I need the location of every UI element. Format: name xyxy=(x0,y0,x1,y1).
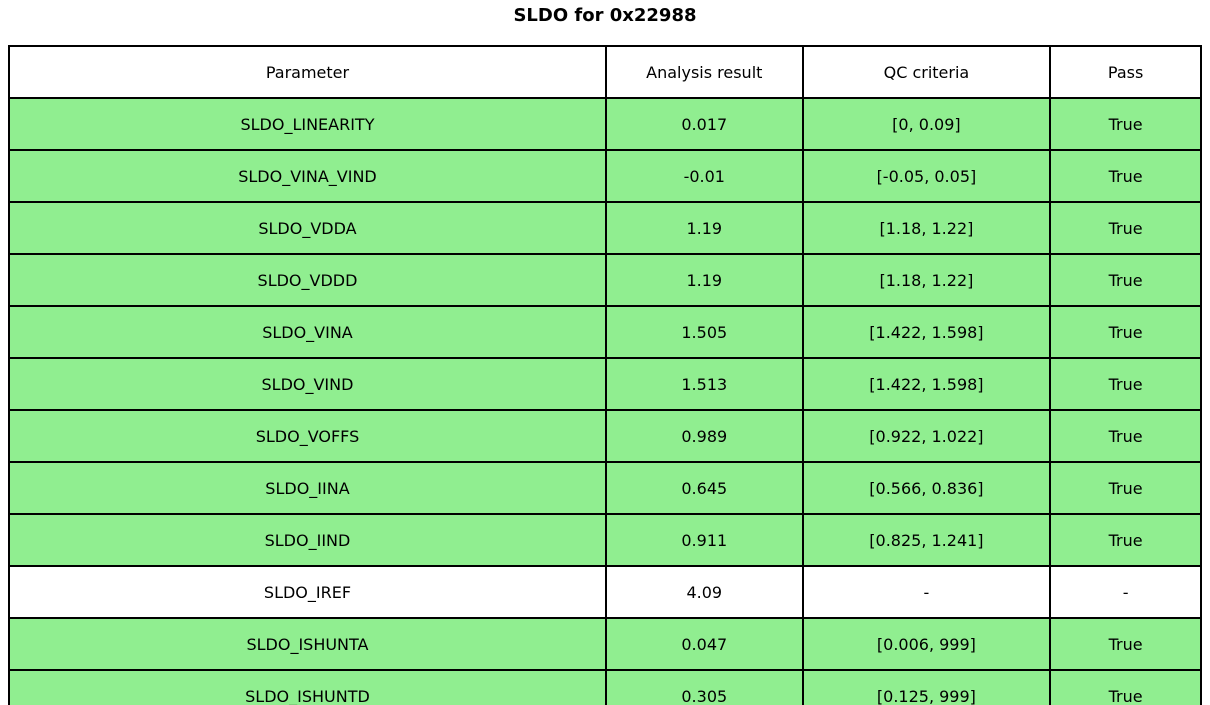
table-row: SLDO_VDDD 1.19 [1.18, 1.22] True xyxy=(8,253,1202,307)
cell-parameter: SLDO_IINA xyxy=(8,461,607,515)
cell-qc-criteria: - xyxy=(801,565,1052,619)
cell-parameter: SLDO_LINEARITY xyxy=(8,97,607,151)
cell-pass: True xyxy=(1049,201,1202,255)
cell-parameter: SLDO_IIND xyxy=(8,513,607,567)
table-row: SLDO_LINEARITY 0.017 [0, 0.09] True xyxy=(8,97,1202,151)
header-pass: Pass xyxy=(1049,45,1202,99)
cell-pass: True xyxy=(1049,461,1202,515)
cell-qc-criteria: [0.006, 999] xyxy=(801,617,1052,671)
cell-pass: True xyxy=(1049,409,1202,463)
cell-qc-criteria: [0.825, 1.241] xyxy=(801,513,1052,567)
cell-analysis-result: 4.09 xyxy=(604,565,804,619)
header-qc-criteria: QC criteria xyxy=(801,45,1052,99)
cell-analysis-result: 1.513 xyxy=(604,357,804,411)
cell-parameter: SLDO_ISHUNTD xyxy=(8,669,607,705)
table-row: SLDO_VOFFS 0.989 [0.922, 1.022] True xyxy=(8,409,1202,463)
header-row: Parameter Analysis result QC criteria Pa… xyxy=(8,45,1202,99)
cell-analysis-result: 1.19 xyxy=(604,253,804,307)
cell-parameter: SLDO_IREF xyxy=(8,565,607,619)
cell-pass: True xyxy=(1049,305,1202,359)
table-row: SLDO_ISHUNTA 0.047 [0.006, 999] True xyxy=(8,617,1202,671)
cell-analysis-result: 1.19 xyxy=(604,201,804,255)
table-row: SLDO_VINA_VIND -0.01 [-0.05, 0.05] True xyxy=(8,149,1202,203)
cell-analysis-result: 0.911 xyxy=(604,513,804,567)
cell-qc-criteria: [0, 0.09] xyxy=(801,97,1052,151)
cell-analysis-result: 0.305 xyxy=(604,669,804,705)
cell-pass: True xyxy=(1049,253,1202,307)
table-body: SLDO_LINEARITY 0.017 [0, 0.09] True SLDO_VIN… xyxy=(8,97,1202,705)
cell-analysis-result: 0.047 xyxy=(604,617,804,671)
table-row: SLDO_VINA 1.505 [1.422, 1.598] True xyxy=(8,305,1202,359)
cell-qc-criteria: [1.422, 1.598] xyxy=(801,357,1052,411)
table-row: SLDO_IREF 4.09- - xyxy=(8,565,1202,619)
table-row: SLDO_IINA 0.645 [0.566, 0.836] True xyxy=(8,461,1202,515)
qc-results-table: Parameter Analysis result QC criteria Pa… xyxy=(8,45,1202,705)
table-row: SLDO_VDDA 1.19 [1.18, 1.22] True xyxy=(8,201,1202,255)
cell-pass: - xyxy=(1049,565,1202,619)
figure-title: SLDO for 0x22988 xyxy=(513,5,697,26)
cell-analysis-result: 0.017 xyxy=(604,97,804,151)
cell-pass: True xyxy=(1049,617,1202,671)
cell-pass: True xyxy=(1049,513,1202,567)
cell-qc-criteria: [0.922, 1.022] xyxy=(801,409,1052,463)
cell-qc-criteria: [-0.05, 0.05] xyxy=(801,149,1052,203)
cell-analysis-result: 0.645 xyxy=(604,461,804,515)
cell-qc-criteria: [1.422, 1.598] xyxy=(801,305,1052,359)
table-row: SLDO_IIND 0.911 [0.825, 1.241] True xyxy=(8,513,1202,567)
cell-qc-criteria: [1.18, 1.22] xyxy=(801,201,1052,255)
cell-pass: True xyxy=(1049,357,1202,411)
header-parameter: Parameter xyxy=(8,45,607,99)
header-analysis-result: Analysis result xyxy=(604,45,804,99)
cell-parameter: SLDO_VDDA xyxy=(8,201,607,255)
cell-pass: True xyxy=(1049,149,1202,203)
cell-parameter: SLDO_ISHUNTA xyxy=(8,617,607,671)
cell-parameter: SLDO_VOFFS xyxy=(8,409,607,463)
cell-parameter: SLDO_VINA_VIND xyxy=(8,149,607,203)
cell-analysis-result: 0.989 xyxy=(604,409,804,463)
cell-pass: True xyxy=(1049,97,1202,151)
table-row: SLDO_VIND 1.513 [1.422, 1.598] True xyxy=(8,357,1202,411)
cell-parameter: SLDO_VDDD xyxy=(8,253,607,307)
cell-pass: True xyxy=(1049,669,1202,705)
cell-qc-criteria: [0.566, 0.836] xyxy=(801,461,1052,515)
cell-analysis-result: 1.505 xyxy=(604,305,804,359)
cell-qc-criteria: [0.125, 999] xyxy=(801,669,1052,705)
table-row: SLDO_ISHUNTD 0.305 [0.125, 999] True xyxy=(8,669,1202,705)
cell-analysis-result: -0.01 xyxy=(604,149,804,203)
cell-parameter: SLDO_VIND xyxy=(8,357,607,411)
cell-qc-criteria: [1.18, 1.22] xyxy=(801,253,1052,307)
cell-parameter: SLDO_VINA xyxy=(8,305,607,359)
table-header: Parameter Analysis result QC criteria Pa… xyxy=(8,45,1202,99)
